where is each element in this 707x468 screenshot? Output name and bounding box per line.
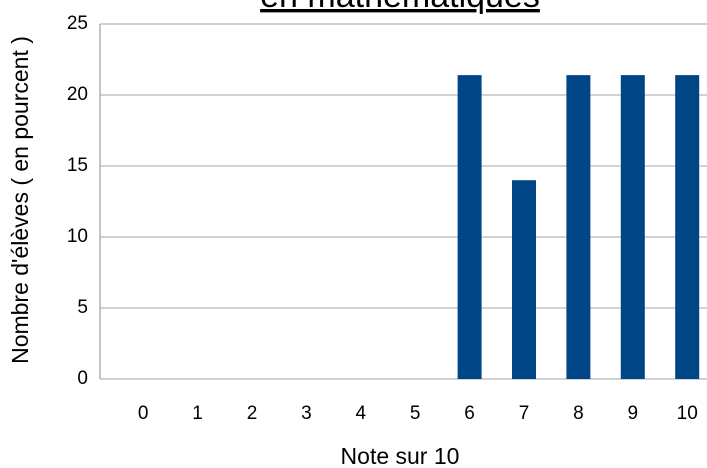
bar <box>675 75 700 380</box>
x-tick-label: 4 <box>356 403 367 424</box>
x-tick-label: 1 <box>192 403 203 424</box>
y-tick-label: 5 <box>77 297 88 318</box>
x-tick-label: 0 <box>138 403 149 424</box>
chart-title: en mathématiques <box>260 0 540 15</box>
bar <box>457 75 482 380</box>
y-tick-label: 0 <box>77 368 88 389</box>
x-tick-label: 9 <box>628 403 639 424</box>
bar <box>566 75 591 380</box>
y-tick-label: 25 <box>67 13 88 34</box>
x-axis-title: Note sur 10 <box>341 443 460 468</box>
x-tick-label: 10 <box>677 403 698 424</box>
bar <box>620 75 645 380</box>
x-tick-label: 8 <box>573 403 584 424</box>
x-tick-label: 2 <box>247 403 258 424</box>
x-tick-label: 5 <box>410 403 421 424</box>
x-tick-label: 7 <box>519 403 530 424</box>
bar <box>512 180 536 379</box>
x-tick-label: 6 <box>464 403 475 424</box>
x-tick-label: 3 <box>301 403 312 424</box>
y-tick-label: 20 <box>67 84 88 105</box>
y-tick-label: 10 <box>67 226 88 247</box>
y-axis-title: Nombre d'élèves ( en pourcent ) <box>7 36 33 364</box>
y-tick-label: 15 <box>67 155 88 176</box>
